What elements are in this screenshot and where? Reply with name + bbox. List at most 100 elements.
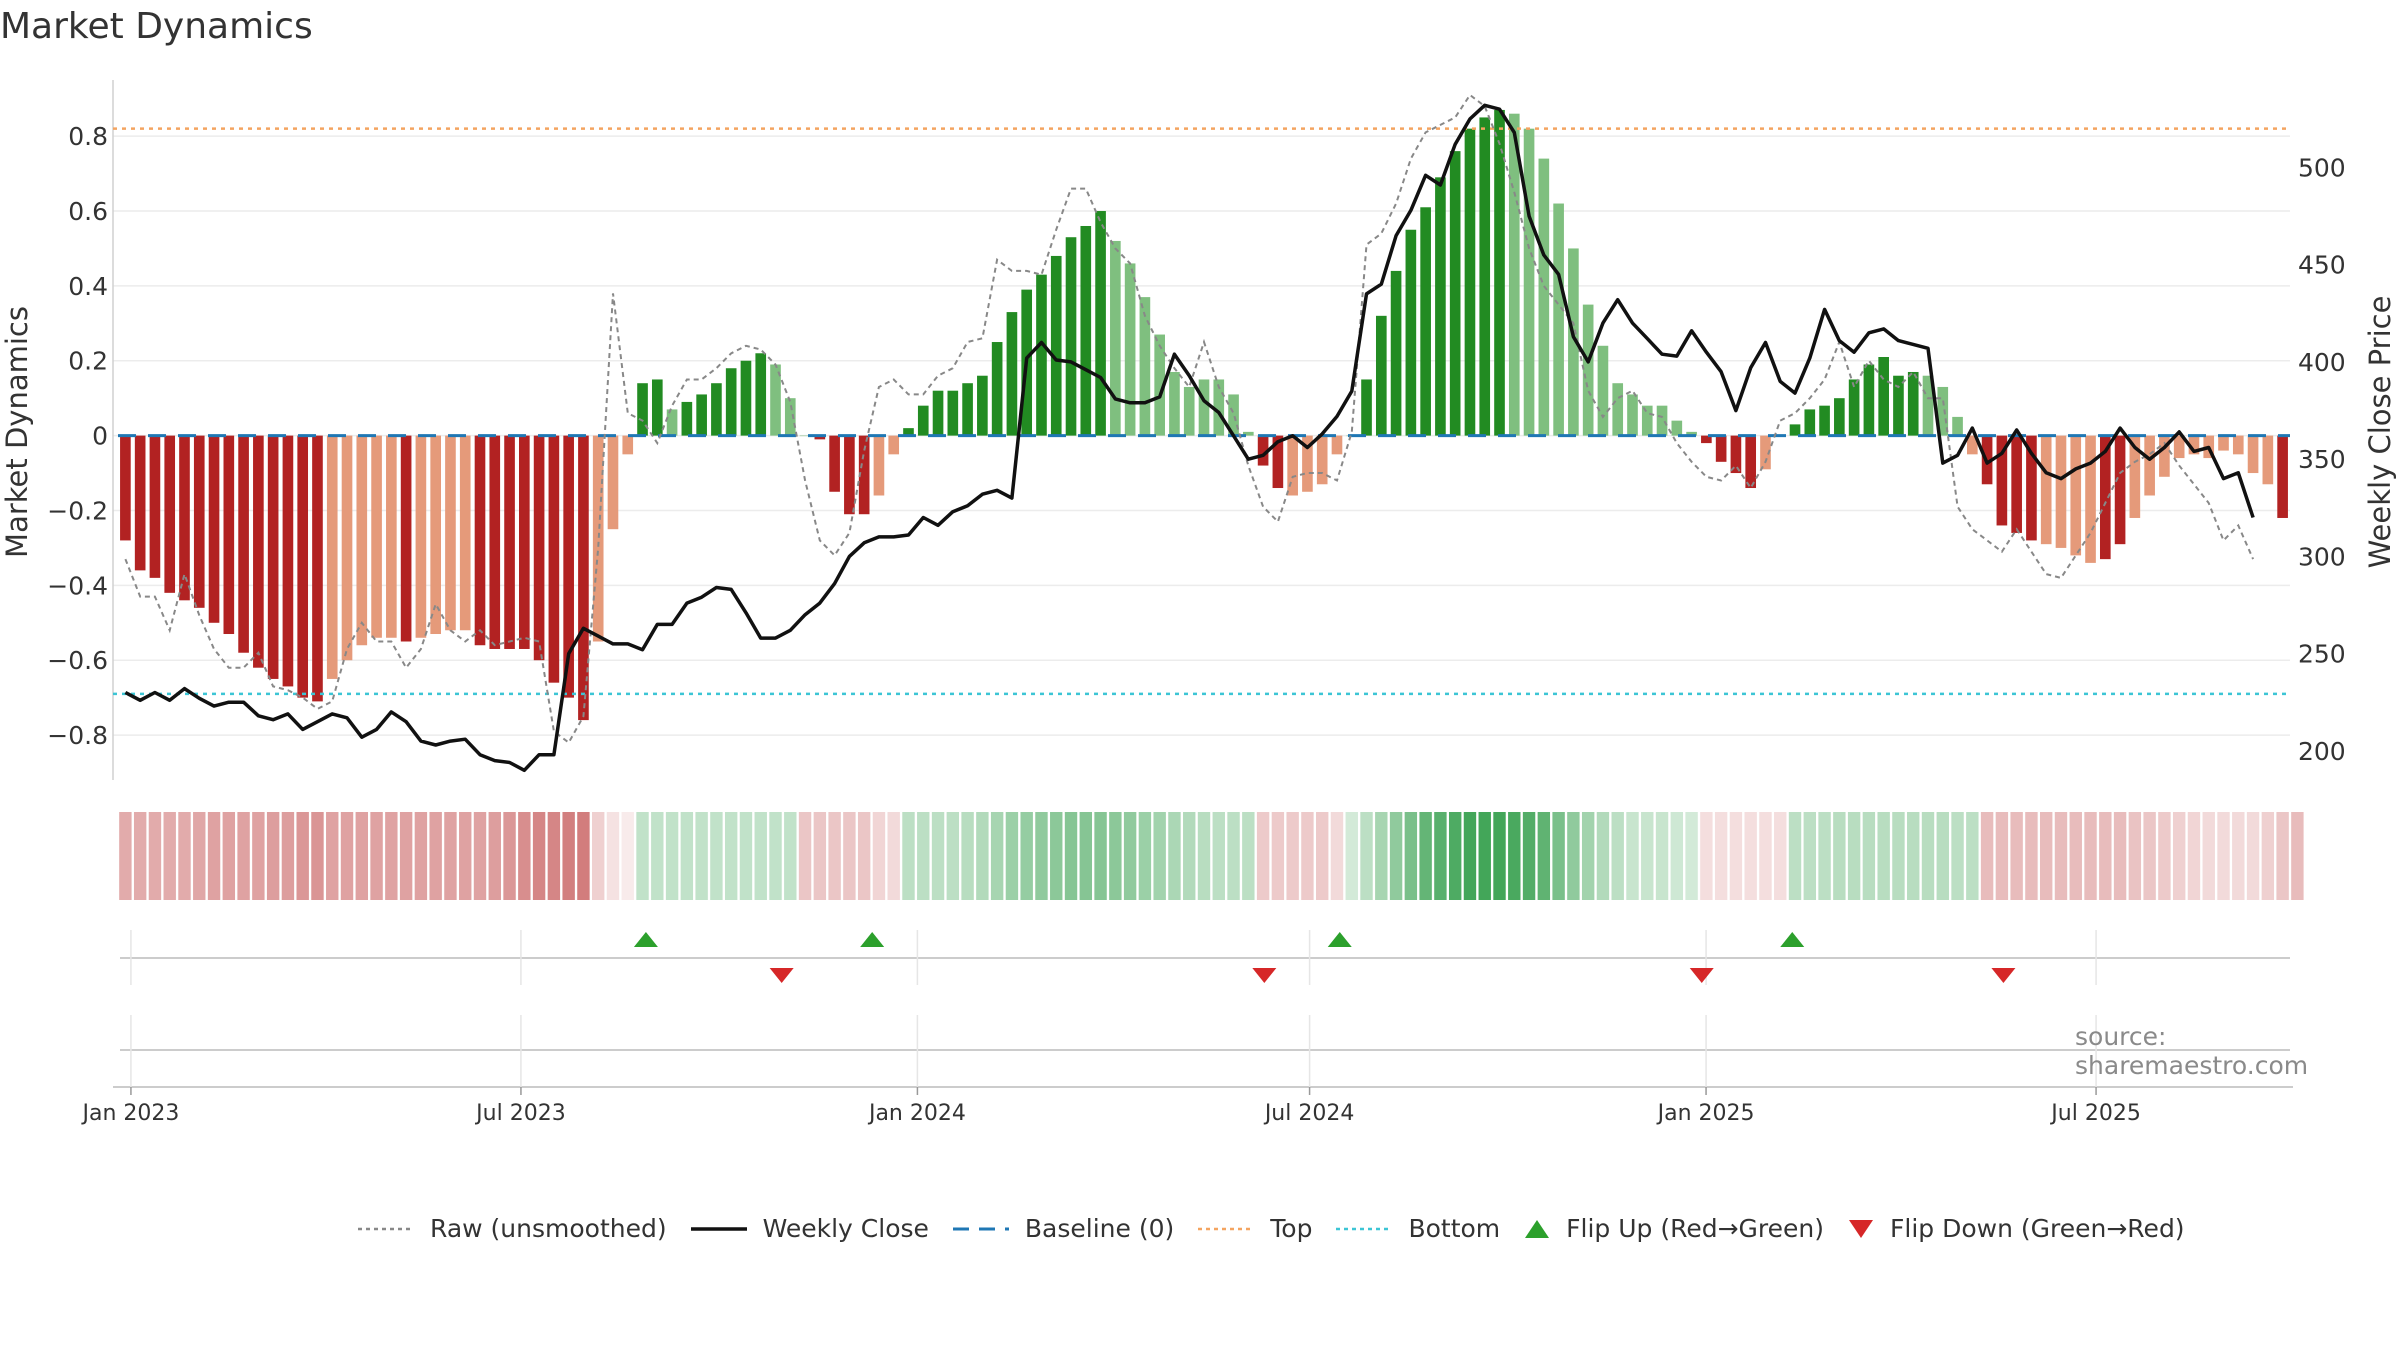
dynamics-bar [607, 435, 619, 530]
regime-cell [163, 812, 176, 900]
dynamics-bar [637, 383, 648, 436]
dynamics-bar [1582, 304, 1594, 436]
dynamics-bar [1508, 113, 1520, 436]
dynamics-bar [1243, 431, 1254, 436]
dotted-gray-line-icon [358, 1227, 414, 1230]
regime-cell [237, 812, 250, 900]
regime-cell [591, 812, 605, 900]
dynamics-bar [1819, 405, 1830, 436]
regime-cell [680, 812, 694, 900]
regime-cell [710, 812, 723, 900]
dynamics-bar [179, 435, 190, 601]
chart-title: Market Dynamics [0, 6, 313, 47]
regime-cell [1301, 812, 1314, 900]
dynamics-bar [1139, 297, 1151, 436]
y2-tick-label: 450 [2298, 251, 2346, 280]
regime-cell [1611, 812, 1624, 900]
regime-cell [1892, 812, 1905, 900]
regime-cell [1995, 812, 2009, 900]
dynamics-bar [2026, 435, 2037, 541]
regime-cell [1212, 812, 1225, 900]
regime-cell [606, 812, 620, 900]
regime-cell [946, 812, 960, 900]
dynamics-bar [1257, 435, 1269, 466]
regime-cell [518, 812, 531, 900]
regime-cell [2187, 812, 2201, 900]
dynamics-bar [1050, 255, 1062, 436]
y-tick-label: 0.6 [68, 197, 108, 226]
regime-cell [2202, 812, 2215, 900]
horizontal-gridlines [113, 135, 2290, 736]
dynamics-bar [1449, 151, 1461, 436]
dynamics-bar [1686, 431, 1697, 436]
regime-cell [178, 812, 191, 900]
flip-markers [633, 932, 2016, 983]
regime-cell [2276, 812, 2289, 900]
regime-cell [651, 812, 664, 900]
dynamics-bar [2159, 435, 2170, 477]
dynamics-bar [696, 394, 707, 436]
regime-cell [340, 812, 354, 900]
solid-black-line-icon [690, 1226, 747, 1231]
dynamics-bar [1553, 203, 1564, 436]
dynamics-bar [755, 353, 767, 436]
dynamics-bar [2188, 435, 2200, 455]
dynamics-bar [1937, 386, 1949, 436]
regime-cell [207, 812, 221, 900]
dynamics-bar [1612, 383, 1624, 436]
regime-cell [2128, 812, 2142, 900]
regime-cell [1227, 812, 1240, 900]
dynamics-bar [1715, 435, 1727, 462]
dotted-cyan-line-icon [1336, 1227, 1393, 1230]
dynamics-bar [770, 364, 781, 436]
dynamics-bar [1464, 128, 1476, 436]
dynamics-bar [1405, 229, 1417, 436]
dynamics-bar [1878, 357, 1889, 436]
dynamics-bar [1095, 211, 1106, 436]
regime-cell [222, 812, 236, 900]
regime-cell [769, 812, 782, 900]
regime-cell [1463, 812, 1477, 900]
regime-cell [1493, 812, 1506, 900]
regime-cell [414, 812, 428, 900]
source-credit: source: sharemaestro.com [2075, 1022, 2309, 1080]
dynamics-bar [267, 435, 279, 679]
dynamics-bar [2011, 435, 2022, 533]
regime-cell [724, 812, 738, 900]
dynamics-bar [873, 435, 885, 496]
regime-cell [2172, 812, 2186, 900]
y2-tick-label: 500 [2298, 154, 2346, 183]
dynamics-bar [1893, 375, 1904, 436]
dynamics-bar [2040, 435, 2052, 545]
regime-cell [1818, 812, 1831, 900]
right-y-axis-ticks: 500 450 400 350 300 250 200 [2298, 154, 2346, 766]
dynamics-bar [1834, 398, 1845, 436]
dynamics-bar [1302, 435, 1313, 492]
regime-cell [887, 812, 900, 900]
regime-cell [399, 812, 413, 900]
dynamics-bar [1124, 263, 1136, 436]
dynamics-bar [563, 435, 574, 698]
regime-cell [1315, 812, 1329, 900]
regime-cell [2010, 812, 2023, 900]
dynamics-bar [1863, 364, 1875, 436]
regime-cell [798, 812, 812, 900]
flip-down-marker [1252, 968, 1277, 983]
regime-cell [1094, 812, 1107, 900]
dynamics-bar [578, 435, 589, 721]
dynamics-bar [651, 379, 663, 436]
main-panel: 0.8 0.6 0.4 0.2 0 −0.2 −0.4 −0.6 −0.8 500 450 400 3… [0, 80, 2397, 780]
dynamics-bar [326, 435, 338, 679]
regime-cell [1419, 812, 1432, 900]
dynamics-bar [2262, 435, 2274, 485]
y-tick-label: 0.4 [68, 272, 108, 301]
regime-cell [532, 812, 546, 900]
regime-cell [503, 812, 516, 900]
flip-down-marker [1689, 968, 1714, 983]
regime-cell [1389, 812, 1403, 900]
legend-label: Bottom [1408, 1214, 1501, 1243]
dynamics-bar [1213, 379, 1225, 436]
regime-cell [665, 812, 679, 900]
y-tick-label: −0.6 [47, 646, 108, 675]
dynamics-bar [1420, 207, 1431, 436]
